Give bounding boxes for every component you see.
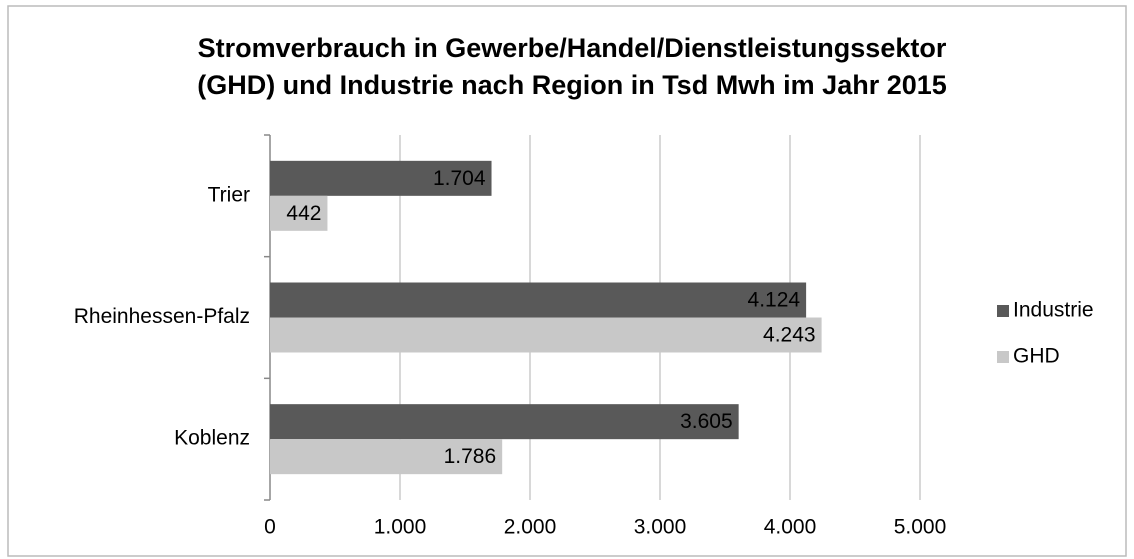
bar xyxy=(270,404,739,440)
chart-frame xyxy=(7,5,1127,557)
x-tick-label: 1.000 xyxy=(374,516,427,539)
legend-label: GHD xyxy=(1013,345,1060,368)
y-tick-label: Koblenz xyxy=(174,427,250,450)
value-label: 1.704 xyxy=(433,167,486,190)
value-label: 1.786 xyxy=(444,445,497,468)
legend-swatch xyxy=(997,305,1009,317)
bar xyxy=(270,317,822,353)
x-tick-label: 3.000 xyxy=(634,516,687,539)
legend-swatch xyxy=(997,351,1009,363)
x-tick-label: 2.000 xyxy=(504,516,557,539)
bar xyxy=(270,160,492,196)
value-label: 4.124 xyxy=(748,289,801,312)
value-label: 4.243 xyxy=(763,324,816,347)
value-label: 442 xyxy=(286,202,321,225)
chart-title: (GHD) und Industrie nach Region in Tsd M… xyxy=(197,70,947,100)
chart-title: Stromverbrauch in Gewerbe/Handel/Dienstl… xyxy=(198,33,947,63)
legend-label: Industrie xyxy=(1013,299,1094,322)
value-label: 3.605 xyxy=(680,410,733,433)
bar xyxy=(270,195,328,231)
bar xyxy=(270,282,807,318)
y-tick-label: Rheinhessen-Pfalz xyxy=(74,305,250,328)
x-tick-label: 0 xyxy=(264,516,276,539)
y-tick-label: Trier xyxy=(208,183,250,206)
x-tick-label: 5.000 xyxy=(894,516,947,539)
bar xyxy=(270,439,503,475)
x-tick-label: 4.000 xyxy=(764,516,817,539)
